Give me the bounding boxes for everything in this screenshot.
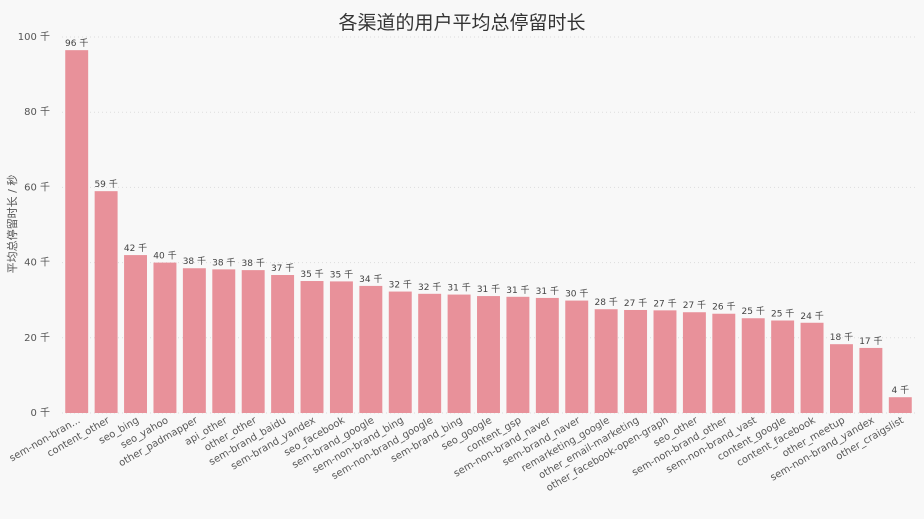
data-label: 27 千: [653, 298, 676, 309]
data-label: 35 千: [300, 269, 323, 280]
bar[interactable]: [418, 293, 442, 413]
data-label: 34 千: [359, 274, 382, 285]
y-tick-label: 20 千: [24, 332, 50, 344]
bar[interactable]: [94, 191, 118, 413]
bar[interactable]: [388, 291, 412, 413]
bar[interactable]: [653, 310, 677, 413]
data-label: 30 千: [565, 289, 588, 300]
bar[interactable]: [300, 281, 324, 413]
data-label: 31 千: [447, 283, 470, 294]
bar[interactable]: [271, 275, 295, 413]
data-label: 31 千: [536, 286, 559, 297]
bar[interactable]: [829, 344, 853, 413]
y-tick-label: 40 千: [24, 257, 50, 269]
bar[interactable]: [800, 322, 824, 413]
data-label: 28 千: [594, 297, 617, 308]
bar[interactable]: [741, 318, 765, 413]
y-tick-label: 100 千: [18, 31, 50, 43]
data-label: 42 千: [124, 243, 147, 254]
y-tick-label: 80 千: [24, 106, 50, 118]
bar[interactable]: [124, 255, 148, 413]
data-label: 25 千: [742, 306, 765, 317]
x-axis-ticks: sem-non-bran...content_otherseo_bingseo_…: [8, 415, 906, 494]
data-label: 27 千: [683, 300, 706, 311]
bar[interactable]: [359, 285, 383, 413]
bars: [65, 50, 912, 413]
data-label: 38 千: [212, 257, 235, 268]
data-label: 25 千: [771, 309, 794, 320]
bar[interactable]: [888, 397, 912, 413]
bar[interactable]: [182, 268, 206, 413]
data-label: 24 千: [800, 311, 823, 322]
y-axis-title: 平均总停留时长 / 秒: [5, 175, 19, 274]
chart-title: 各渠道的用户平均总停留时长: [338, 12, 586, 34]
bar[interactable]: [535, 297, 559, 413]
bar[interactable]: [477, 296, 500, 413]
bar[interactable]: [506, 296, 530, 413]
data-label: 38 千: [183, 256, 206, 267]
data-label: 96 千: [65, 38, 88, 49]
bar[interactable]: [771, 320, 795, 413]
bar[interactable]: [241, 270, 265, 413]
data-label: 17 千: [859, 336, 882, 347]
data-label: 27 千: [624, 298, 647, 309]
bar[interactable]: [565, 300, 589, 413]
bar[interactable]: [153, 262, 177, 413]
data-label: 35 千: [330, 269, 353, 280]
y-tick-label: 0 千: [30, 407, 50, 419]
bar[interactable]: [212, 269, 236, 413]
bar[interactable]: [682, 312, 706, 413]
data-label: 32 千: [389, 280, 412, 291]
bar[interactable]: [329, 281, 353, 413]
y-tick-label: 60 千: [24, 181, 50, 193]
data-label: 40 千: [153, 251, 176, 262]
bar[interactable]: [624, 309, 648, 413]
bar[interactable]: [594, 309, 618, 413]
data-label: 32 千: [418, 282, 441, 293]
bar[interactable]: [65, 50, 89, 413]
data-label: 37 千: [271, 263, 294, 274]
data-label: 59 千: [94, 179, 117, 190]
bar[interactable]: [712, 313, 736, 413]
data-label: 31 千: [477, 284, 500, 295]
value-labels: 96 千 59 千 42 千 40 千 38 千 38 千 38 千 37 千 35 千 35 千…: [65, 38, 909, 396]
bar[interactable]: [859, 347, 883, 413]
data-label: 38 千: [242, 258, 265, 269]
data-label: 18 千: [830, 332, 853, 343]
bar[interactable]: [447, 294, 471, 413]
data-label: 26 千: [712, 302, 735, 313]
y-axis-ticks: 0 千 20 千 40 千 60 千 80 千 100 千: [18, 31, 50, 419]
data-label: 4 千: [891, 385, 909, 396]
data-label: 31 千: [506, 285, 529, 296]
